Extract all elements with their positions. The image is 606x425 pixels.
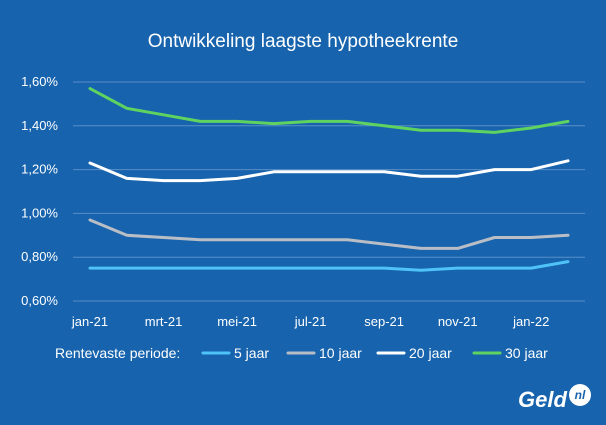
series-line-20-jaar bbox=[88, 159, 570, 183]
logo-badge-text: nl bbox=[575, 388, 586, 402]
x-tick-label: sep-21 bbox=[364, 314, 404, 329]
y-tick-label: 1,20% bbox=[21, 162, 58, 177]
x-tick-label: jan-22 bbox=[512, 314, 549, 329]
y-tick-label: 0,60% bbox=[21, 293, 58, 308]
y-tick-label: 1,60% bbox=[21, 74, 58, 89]
chart-title: Ontwikkeling laagste hypotheekrente bbox=[148, 31, 459, 52]
series-line-30-jaar bbox=[88, 87, 570, 134]
x-tick-label: jan-21 bbox=[71, 314, 108, 329]
y-tick-label: 1,00% bbox=[21, 205, 58, 220]
legend-label: 10 jaar bbox=[319, 345, 362, 361]
y-axis: 0,60% 0,80% 1,00% 1,20% 1,40% 1,60% bbox=[21, 74, 58, 308]
series-line-10-jaar bbox=[88, 218, 570, 250]
legend-label: 5 jaar bbox=[234, 345, 269, 361]
legend: Rentevaste periode: 5 jaar 10 jaar 20 jaar… bbox=[55, 345, 548, 361]
x-tick-label: mrt-21 bbox=[145, 314, 183, 329]
x-tick-label: jul-21 bbox=[294, 314, 327, 329]
logo-text: Geld bbox=[518, 387, 567, 412]
y-tick-label: 0,80% bbox=[21, 249, 58, 264]
x-tick-label: mei-21 bbox=[217, 314, 257, 329]
legend-label: 30 jaar bbox=[505, 345, 548, 361]
grid-lines bbox=[73, 81, 585, 302]
x-axis: jan-21 mrt-21 mei-21 jul-21 sep-21 nov-21 jan-… bbox=[71, 314, 549, 329]
series-line-5-jaar bbox=[88, 260, 570, 272]
x-tick-label: nov-21 bbox=[438, 314, 478, 329]
legend-label: 20 jaar bbox=[409, 345, 452, 361]
geld-nl-logo: Geld nl bbox=[518, 384, 591, 412]
y-tick-label: 1,40% bbox=[21, 118, 58, 133]
series-lines bbox=[88, 87, 570, 272]
logo-badge-icon bbox=[569, 384, 591, 406]
legend-title: Rentevaste periode: bbox=[55, 345, 180, 361]
